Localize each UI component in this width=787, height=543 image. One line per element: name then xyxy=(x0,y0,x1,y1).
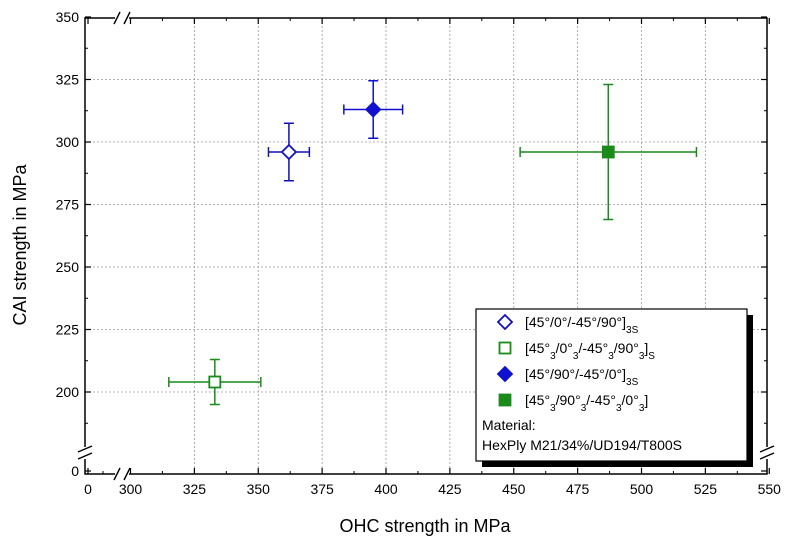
legend-subscript: 3 xyxy=(581,403,587,414)
y-tick-label: 350 xyxy=(56,9,80,25)
legend-text-part: ] xyxy=(644,392,648,408)
y-axis-break-gap xyxy=(80,447,90,459)
legend-text-part: [45°/0°/-45°/90°] xyxy=(525,314,626,330)
square-marker xyxy=(498,341,512,355)
x-axis-break-slash xyxy=(123,467,131,481)
legend-subscript: S xyxy=(648,351,655,362)
x-tick-label: 375 xyxy=(310,481,334,497)
legend-text-part: /90° xyxy=(556,392,581,408)
legend-text-part: ] xyxy=(644,340,648,356)
data-point-group xyxy=(519,83,698,221)
legend-entry-label: [45°/90°/-45°/0°]3S xyxy=(525,366,639,388)
legend-subscript: 3 xyxy=(608,351,614,362)
x-tick-label: 525 xyxy=(694,481,718,497)
legend-entry-label: [45°/0°/-45°/90°]3S xyxy=(525,314,639,336)
y-tick-label: 250 xyxy=(56,259,80,275)
y-axis-break-slash xyxy=(77,445,93,453)
x-axis-break-slash xyxy=(113,11,121,25)
legend-text-part: /90° xyxy=(614,340,639,356)
diamond-marker xyxy=(364,101,382,118)
x-tick-label: 350 xyxy=(247,481,271,497)
grid-lines xyxy=(85,18,767,474)
x-tick-label: 0 xyxy=(84,481,92,497)
legend: [45°/0°/-45°/90°]3S[45°3/0°3/-45°3/90°3]… xyxy=(475,308,753,467)
y-tick-label: 225 xyxy=(56,322,80,338)
square-marker xyxy=(601,145,615,159)
x-tick-label: 325 xyxy=(183,481,207,497)
y-tick-label: 200 xyxy=(56,384,80,400)
legend-entry-label: [45°3/0°3/-45°3/90°3]S xyxy=(525,340,655,362)
plot-frame xyxy=(84,17,768,475)
legend-text-part: /-45° xyxy=(578,340,608,356)
x-axis-break-slash xyxy=(123,11,131,25)
x-tick-label: 500 xyxy=(630,481,654,497)
square-marker xyxy=(498,393,512,407)
legend-subscript: 3 xyxy=(550,351,556,362)
y-tick-label: 325 xyxy=(56,72,80,88)
diamond-marker xyxy=(496,313,514,331)
legend-text-part: [45° xyxy=(525,392,550,408)
legend-subscript: 3 xyxy=(616,403,622,414)
square-marker xyxy=(208,375,222,389)
y-axis-break-slash xyxy=(759,452,775,460)
legend-entry-label: [45°3/90°3/-45°3/0°3] xyxy=(525,392,648,414)
data-point-group xyxy=(168,358,262,406)
legend-text-part: /-45° xyxy=(586,392,616,408)
legend-subscript: 3S xyxy=(626,377,639,388)
y-axis-break-slash xyxy=(77,452,93,460)
legend-text-part: /0° xyxy=(622,392,639,408)
legend-subscript: 3 xyxy=(573,351,579,362)
y-axis-break-slash xyxy=(759,445,775,453)
legend-text-part: [45°/90°/-45°/0°] xyxy=(525,366,626,382)
legend-box xyxy=(475,308,748,462)
x-tick-label: 550 xyxy=(758,481,782,497)
x-axis-break-slash xyxy=(113,467,121,481)
diamond-marker xyxy=(496,365,514,383)
x-axis-ticks: 0 300 325 350 375 400 425 450 475 500 525 550 xyxy=(84,18,781,497)
legend-text-part: [45° xyxy=(525,340,550,356)
x-axis-break-gap xyxy=(115,469,129,479)
y-tick-label: 0 xyxy=(71,463,79,479)
x-tick-label: 450 xyxy=(502,481,526,497)
legend-subscript: 3 xyxy=(639,351,645,362)
y-tick-label: 300 xyxy=(56,134,80,150)
y-axis-break-gap xyxy=(762,447,772,459)
data-point-group xyxy=(343,80,404,139)
axis-breaks xyxy=(77,11,775,481)
x-tick-label: 425 xyxy=(438,481,462,497)
x-tick-label: 400 xyxy=(374,481,398,497)
legend-subscript: 3S xyxy=(626,325,639,336)
data-points xyxy=(168,80,698,406)
x-axis-break-gap xyxy=(115,13,129,23)
y-tick-label: 275 xyxy=(56,197,80,213)
x-tick-label: 475 xyxy=(566,481,590,497)
legend-text-part: /0° xyxy=(556,340,573,356)
plot-border xyxy=(84,17,768,475)
data-point-group xyxy=(267,122,311,182)
y-axis-ticks: 0 200 225 250 275 300 325 350 xyxy=(56,9,767,479)
legend-subscript: 3 xyxy=(550,403,556,414)
diamond-marker xyxy=(280,143,298,161)
material-annotation: HexPly M21/34%/UD194/T800S xyxy=(482,437,682,453)
x-tick-label: 300 xyxy=(119,481,143,497)
y-axis-title: CAI strength in MPa xyxy=(10,163,30,325)
legend-subscript: 3 xyxy=(639,403,645,414)
x-axis-title: OHC strength in MPa xyxy=(339,516,511,536)
material-annotation: Material: xyxy=(482,417,536,433)
